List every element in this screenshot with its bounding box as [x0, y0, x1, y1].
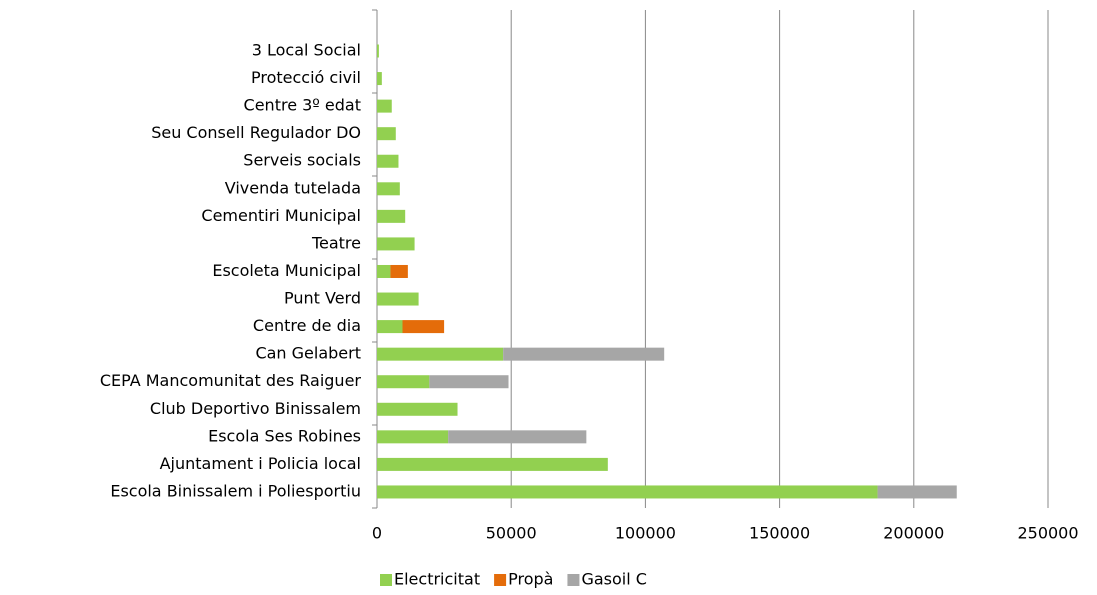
y-tick-label: Club Deportivo Binissalem — [150, 399, 361, 418]
bar-segment — [377, 292, 419, 306]
y-tick-label: Centre de dia — [253, 316, 361, 335]
bar-segment — [377, 72, 382, 86]
x-tick-label: 50000 — [486, 524, 537, 543]
bar-segment — [377, 127, 396, 141]
bar-segment — [377, 154, 399, 168]
bar-segment — [377, 347, 504, 361]
y-tick-label: Centre 3º edat — [244, 96, 361, 115]
bar-segment — [390, 264, 408, 278]
bar-segment — [377, 485, 878, 499]
x-tick-label: 250000 — [1017, 524, 1078, 543]
bar-segment — [402, 320, 445, 334]
bar-segment — [448, 430, 587, 444]
y-tick-label: Escola Binissalem i Poliesportiu — [110, 481, 361, 500]
bar-segment — [877, 485, 957, 499]
x-tick-label: 0 — [372, 524, 382, 543]
y-tick-label: Teatre — [311, 233, 361, 252]
legend-label: Gasoil C — [581, 570, 646, 589]
bar-segment — [377, 264, 391, 278]
bar-segment — [377, 430, 449, 444]
y-tick-label: Ajuntament i Policia local — [160, 454, 361, 473]
bar-segment — [377, 457, 608, 471]
x-tick-label: 150000 — [749, 524, 810, 543]
y-tick-label: CEPA Mancomunitat des Raiguer — [100, 371, 362, 390]
bar-segment — [377, 320, 403, 334]
y-tick-label: Escoleta Municipal — [212, 261, 361, 280]
legend-swatch — [494, 574, 507, 586]
legend-swatch — [567, 574, 580, 586]
legend-label: Electricitat — [394, 570, 480, 589]
y-tick-label: Serveis socials — [243, 151, 361, 170]
bar-segment — [429, 375, 509, 389]
bar-segment — [377, 209, 406, 223]
bar-segment — [377, 237, 415, 251]
y-tick-label: Seu Consell Regulador DO — [151, 123, 361, 142]
legend-label: Propà — [508, 570, 553, 589]
bar-segment — [377, 182, 400, 196]
legend-swatch — [380, 574, 392, 586]
x-tick-label: 100000 — [615, 524, 676, 543]
y-tick-label: Vivenda tutelada — [225, 178, 361, 197]
y-tick-label: Protecció civil — [251, 68, 361, 87]
y-tick-label: 3 Local Social — [252, 41, 361, 60]
bar-segment — [503, 347, 665, 361]
bar-segment — [377, 402, 458, 416]
bar-segment — [377, 375, 430, 389]
y-tick-label: Can Gelabert — [255, 344, 361, 363]
y-tick-label: Punt Verd — [284, 289, 361, 308]
y-tick-label: Escola Ses Robines — [208, 426, 361, 445]
bar-segment — [377, 44, 379, 58]
x-tick-label: 200000 — [883, 524, 944, 543]
bar-segment — [377, 99, 392, 113]
y-tick-label: Cementiri Municipal — [201, 206, 361, 225]
